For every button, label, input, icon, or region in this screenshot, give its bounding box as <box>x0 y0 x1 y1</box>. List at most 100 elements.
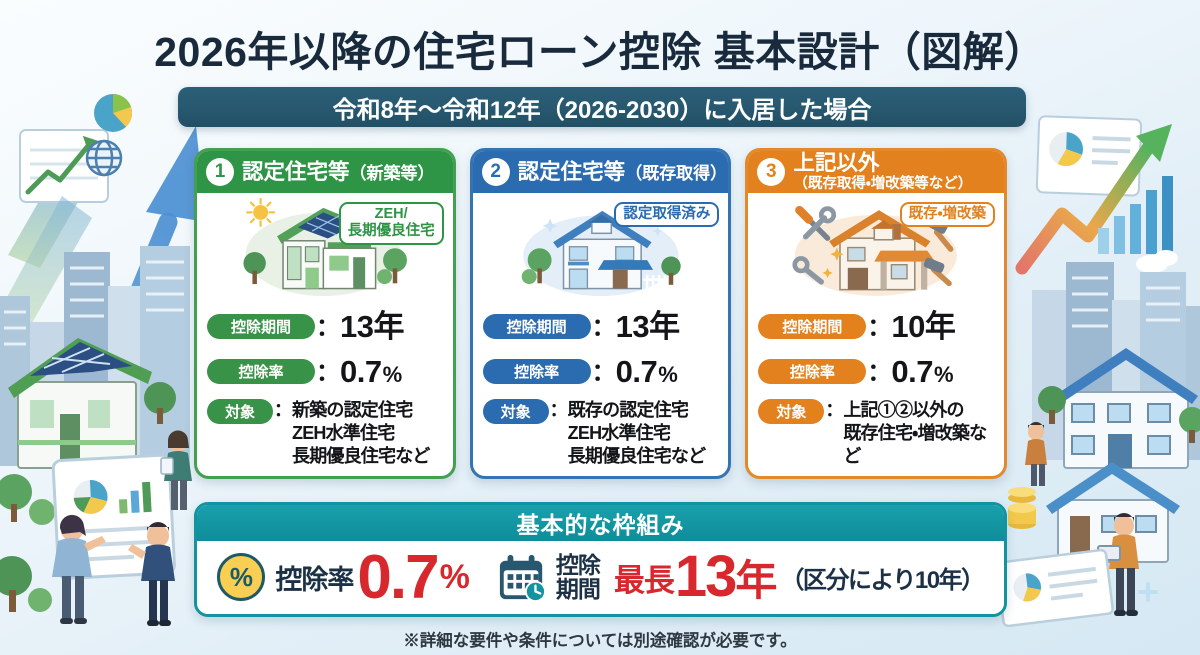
card3-target-line1: 上記①②以外の <box>843 400 964 420</box>
card3-rate-unit: % <box>933 362 954 387</box>
house-existing <box>552 210 668 290</box>
framework-period-label: 控除 期間 <box>555 553 601 602</box>
pie-chart-left <box>94 94 133 132</box>
card1-rate-row: 控除率 ： 0.7% <box>207 354 443 389</box>
card1-target-lines: 新築の認定住宅 ZEH水準住宅 長期優良住宅など <box>292 399 430 468</box>
framework-box: 基本的な枠組み % 控除率 0.7 % <box>194 502 1007 617</box>
colon: ： <box>274 400 292 420</box>
card2-rate-value: ： 0.7% <box>592 354 678 389</box>
card3-title-main: 上記以外 <box>793 151 880 176</box>
renovation-house-illustration <box>792 205 958 296</box>
framework-rate-label: 控除率 <box>275 564 354 595</box>
card2-badge: 認定取得済み <box>614 202 720 228</box>
card3-illustration: 既存・増改築 <box>748 193 1004 299</box>
bar-chart-right <box>1098 176 1173 254</box>
small-house-right <box>1046 462 1180 563</box>
sun-icon <box>246 197 276 227</box>
colon: ： <box>867 359 892 386</box>
framework-period-label-line2: 期間 <box>555 575 601 602</box>
card1-rate-label: 控除率 <box>207 359 315 384</box>
card1-badge-line1: ZEH/ <box>374 206 408 222</box>
card2-rate-row: 控除率 ： 0.7% <box>482 354 719 389</box>
card1-period-years: 13年 <box>340 309 404 344</box>
card1-target-line2: ZEH水準住宅 <box>292 423 395 443</box>
card3-rate-row: 控除率 ： 0.7% <box>758 354 994 389</box>
blue-house-right <box>1054 348 1198 469</box>
card2-target-row: 対象 ：既存の認定住宅 ZEH水準住宅 長期優良住宅など <box>482 399 719 468</box>
card2-details: 控除期間 ： 13年 控除率 ： 0.7% 対象 ：既存の認定住宅 ZEH水準住宅 長期… <box>473 299 729 476</box>
card1-illustration: ZEH/ 長期優良住宅 <box>197 193 453 299</box>
page-title: 2026年以降の住宅ローン控除 基本設計（図解） <box>154 29 1046 75</box>
footer-note: ※詳細な要件や条件については別途確認が必要です。 <box>403 632 797 650</box>
tools-icon <box>792 205 954 287</box>
card2-target-value: ：既存の認定住宅 ZEH水準住宅 長期優良住宅など <box>550 399 706 468</box>
card3-target-lines: 上記①②以外の既存住宅・増改築など <box>843 399 994 468</box>
card-certified-new: 1 認定住宅等（新築等） <box>194 148 456 479</box>
framework-header: 基本的な枠組み <box>197 505 1004 541</box>
colon: ： <box>316 314 340 341</box>
card3-title: 上記以外 （既存取得・増改築等など） <box>793 152 972 192</box>
card2-period-label: 控除期間 <box>482 314 591 339</box>
card1-rate-value: ： 0.7% <box>316 354 402 389</box>
card3-target-value: ：上記①②以外の 既存住宅・増改築など <box>825 399 994 468</box>
card2-target-label: 対象 <box>482 399 549 424</box>
card3-rate-value: ： 0.7% <box>867 354 953 389</box>
card3-period-years: 10年 <box>891 309 956 344</box>
card2-header: 2 認定住宅等（既存取得） <box>472 151 729 193</box>
person-woman-top <box>160 430 192 510</box>
card3-badge: 既存・増改築 <box>899 202 996 228</box>
card1-period-row: 控除期間 ： 13年 <box>207 309 443 344</box>
card2-illustration: 認定取得済み <box>473 193 729 299</box>
colon: ： <box>867 314 892 341</box>
card1-period-value: ： 13年 <box>316 309 404 344</box>
card3-header: 3 上記以外 （既存取得・増改築等など） <box>748 151 1005 193</box>
card3-rate-label: 控除率 <box>758 359 867 384</box>
person-right-small <box>1025 422 1047 486</box>
colon: ： <box>591 359 616 386</box>
growth-arrow-right <box>1015 124 1172 275</box>
framework-header-text: 基本的な枠組み <box>516 512 685 538</box>
framework-period-unit: 年 <box>735 557 778 604</box>
card3-badge-line1: 既存・増改築 <box>908 206 987 222</box>
card3-target-line2: 既存住宅・増改築など <box>843 423 987 466</box>
card3-period-value: ： 10年 <box>867 309 955 344</box>
card-other-renovation: 3 上記以外 （既存取得・増改築等など） <box>745 148 1008 479</box>
card2-number-badge: 2 <box>481 158 510 186</box>
percent-icon: % <box>217 553 266 602</box>
card-certified-existing: 2 認定住宅等（既存取得） <box>469 148 732 479</box>
cloud <box>1136 250 1178 273</box>
coins-stack <box>1008 487 1036 529</box>
person-woman-left <box>52 514 106 624</box>
globe-icon <box>85 139 123 177</box>
card1-rate-unit: % <box>382 362 403 387</box>
card2-title-main: 認定住宅等 <box>517 159 626 184</box>
framework-body: % 控除率 0.7 % <box>197 541 1004 614</box>
card1-target-value: ：新築の認定住宅 ZEH水準住宅 長期優良住宅など <box>274 399 430 468</box>
card3-number-badge: 3 <box>757 158 786 186</box>
calendar-icon <box>499 554 546 602</box>
framework-period: 控除 期間 最長 13 年 （区分により10年） <box>497 547 985 608</box>
card3-rate-number: 0.7 <box>891 354 933 389</box>
colon: ： <box>549 400 568 420</box>
card2-title-note: （既存取得） <box>625 163 728 183</box>
trees-left <box>0 382 176 612</box>
house-renovation <box>829 210 936 291</box>
framework-rate-unit: % <box>439 557 470 596</box>
card1-number-badge: 1 <box>206 158 234 186</box>
card2-rate-unit: % <box>658 362 678 387</box>
card3-target-label: 対象 <box>758 399 825 424</box>
period-banner-text: 令和8年〜令和12年（2026-2030）に入居した場合 <box>332 96 872 124</box>
card2-target-line3: 長期優良住宅など <box>567 446 706 466</box>
line-chart-left <box>19 129 109 203</box>
card2-period-years: 13年 <box>615 309 680 344</box>
card3-target-row: 対象 ：上記①②以外の 既存住宅・増改築など <box>758 399 994 468</box>
card2-rate-label: 控除率 <box>482 359 591 384</box>
framework-rate-value: 0.7 <box>357 542 439 612</box>
category-cards: 1 認定住宅等（新築等） <box>194 148 1008 479</box>
sparkles-card2 <box>542 218 663 237</box>
card1-badge-line2: 長期優良住宅 <box>347 223 435 240</box>
right-scene <box>995 115 1200 628</box>
hammer-icon-2 <box>924 257 953 287</box>
